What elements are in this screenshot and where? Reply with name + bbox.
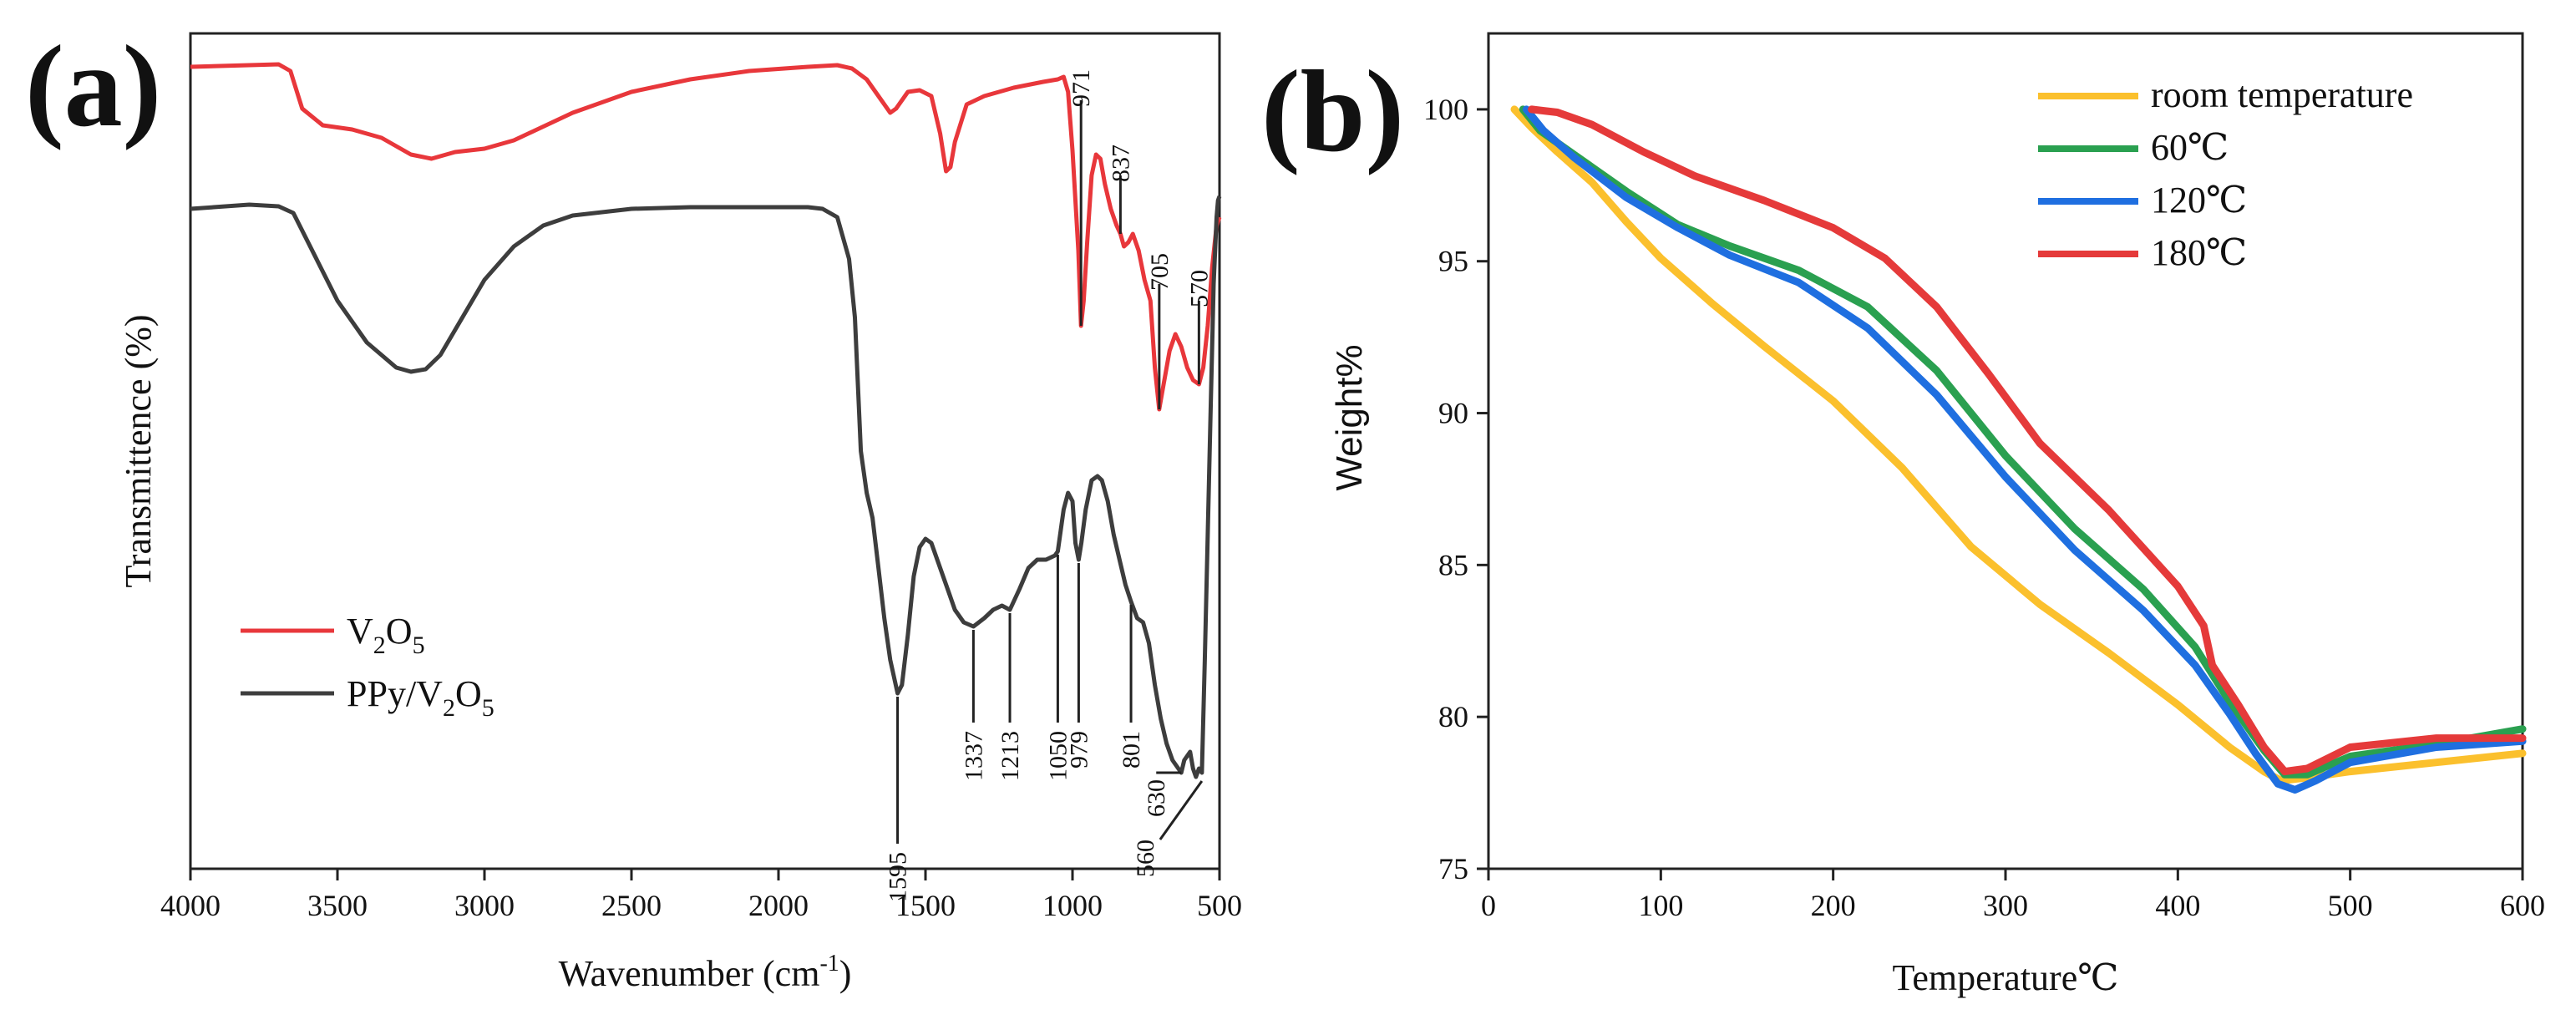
panel-b-x-tick-label: 600 bbox=[2500, 889, 2545, 922]
peak-label: 630 bbox=[1143, 779, 1170, 817]
panel-a-x-tick-label: 500 bbox=[1197, 889, 1242, 922]
panel-a-x-tick-label: 2000 bbox=[748, 889, 809, 922]
panel-a-x-tick-label: 3500 bbox=[307, 889, 368, 922]
panel-a: (a) 4000 3500 3000 2500 2000 1500 1000 500 971 8… bbox=[25, 22, 1242, 994]
panel-b-y-axis-title: Weight% bbox=[1329, 344, 1370, 490]
panel-b-x-tick-label: 400 bbox=[2155, 889, 2200, 922]
panel-b-legend: room temperature 60℃ 120℃ 180℃ bbox=[2038, 74, 2413, 273]
panel-b-label: (b) bbox=[1261, 47, 1404, 176]
peak-annotation-837: 837 bbox=[1107, 145, 1134, 234]
panel-b-series-line-2 bbox=[1522, 105, 2527, 794]
panel-a-x-tick-label: 3000 bbox=[454, 889, 515, 922]
legend-label-60c: 60℃ bbox=[2151, 127, 2229, 168]
panel-a-x-axis-title: Wavenumber (cm-1) bbox=[559, 951, 852, 994]
peak-label: 971 bbox=[1067, 69, 1095, 107]
peak-tick-line bbox=[1159, 780, 1204, 840]
panel-b-y-tick-label: 100 bbox=[1423, 93, 1468, 126]
legend-label-ppy-v2o5: PPy/V2O5 bbox=[347, 673, 494, 722]
panel-b-y-tick-label: 95 bbox=[1438, 245, 1468, 278]
peak-annotation-979: 979 bbox=[1065, 563, 1093, 769]
panel-a-x-tick-label: 1000 bbox=[1042, 889, 1103, 922]
panel-b-y-ticks: 75 80 85 90 95 100 bbox=[1423, 93, 1488, 885]
peak-label: 1213 bbox=[996, 731, 1024, 781]
peak-label: 705 bbox=[1146, 253, 1174, 291]
panel-b-x-tick-label: 500 bbox=[2328, 889, 2373, 922]
peak-label: 801 bbox=[1118, 731, 1145, 769]
panel-a-x-ticks: 4000 3500 3000 2500 2000 1500 1000 500 bbox=[160, 869, 1242, 922]
peak-label: 1050 bbox=[1044, 731, 1072, 781]
panel-b-x-tick-label: 0 bbox=[1481, 889, 1496, 922]
peak-annotation-1337: 1337 bbox=[960, 630, 987, 781]
peak-label: 1595 bbox=[885, 852, 912, 902]
peak-label: 560 bbox=[1132, 840, 1159, 877]
panel-b-x-axis-title: Temperature℃ bbox=[1893, 957, 2119, 998]
panel-b-y-tick-label: 80 bbox=[1438, 700, 1468, 733]
panel-b-y-tick-label: 85 bbox=[1438, 548, 1468, 581]
panel-b-series-line-0 bbox=[1510, 105, 2527, 784]
panel-a-series-line-1 bbox=[190, 195, 1222, 779]
panel-a-x-tick-label: 1500 bbox=[895, 889, 956, 922]
peak-annotation-971: 971 bbox=[1067, 69, 1095, 326]
legend-label-room-temperature: room temperature bbox=[2151, 74, 2413, 115]
panel-b-series-line-3 bbox=[1528, 105, 2527, 776]
panel-a-x-tick-label: 4000 bbox=[160, 889, 221, 922]
panel-b-x-tick-label: 200 bbox=[1811, 889, 1856, 922]
panel-b-series bbox=[1510, 105, 2527, 794]
panel-b-series-line-1 bbox=[1519, 105, 2527, 779]
peak-label: 1337 bbox=[960, 731, 987, 781]
panel-a-legend: V2O5 PPy/V2O5 bbox=[241, 611, 494, 722]
peak-annotation-1595: 1595 bbox=[885, 697, 912, 902]
peak-annotation-560: 560 bbox=[1132, 780, 1204, 877]
panel-a-plot-frame bbox=[189, 32, 1221, 870]
peak-label: 837 bbox=[1107, 145, 1134, 182]
legend-label-v2o5: V2O5 bbox=[347, 611, 425, 659]
legend-label-120c: 120℃ bbox=[2151, 180, 2247, 221]
peak-label: 979 bbox=[1065, 731, 1093, 769]
peak-annotation-1213: 1213 bbox=[996, 613, 1024, 781]
panel-b-x-ticks: 0 100 200 300 400 500 600 bbox=[1481, 869, 2545, 922]
panel-a-y-axis-title: Transmittence (%) bbox=[118, 314, 159, 587]
peak-label: 570 bbox=[1185, 270, 1213, 307]
peak-annotation-630: 630 bbox=[1143, 771, 1182, 817]
panel-b-x-tick-label: 100 bbox=[1638, 889, 1683, 922]
peak-annotation-705: 705 bbox=[1146, 253, 1174, 409]
peak-annotation-1050: 1050 bbox=[1044, 555, 1072, 781]
panel-a-label: (a) bbox=[25, 22, 161, 151]
panel-b: (b) 0 100 200 300 400 500 600 75 80 85 90 95 100 Te… bbox=[1261, 32, 2545, 998]
panel-a-x-tick-label: 2500 bbox=[601, 889, 662, 922]
peak-annotation-570: 570 bbox=[1185, 270, 1213, 384]
panel-b-y-tick-label: 75 bbox=[1438, 852, 1468, 885]
panel-a-series-line-0 bbox=[190, 62, 1222, 412]
panel-a-series bbox=[190, 62, 1222, 779]
legend-label-180c: 180℃ bbox=[2151, 232, 2247, 273]
peak-annotation-801: 801 bbox=[1118, 605, 1145, 769]
panel-b-x-tick-label: 300 bbox=[1983, 889, 2028, 922]
panel-b-y-tick-label: 90 bbox=[1438, 397, 1468, 430]
